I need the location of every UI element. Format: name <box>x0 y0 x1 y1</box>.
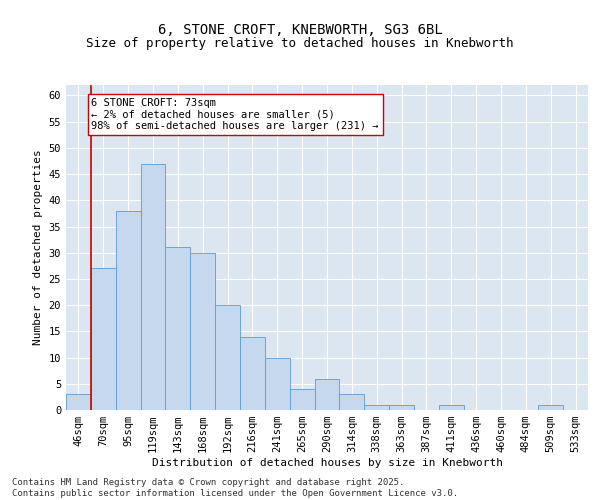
Text: Contains HM Land Registry data © Crown copyright and database right 2025.
Contai: Contains HM Land Registry data © Crown c… <box>12 478 458 498</box>
Bar <box>240 336 265 410</box>
Bar <box>538 405 563 410</box>
Bar <box>340 394 364 410</box>
Bar <box>166 248 190 410</box>
Bar <box>439 405 464 410</box>
Text: 6, STONE CROFT, KNEBWORTH, SG3 6BL: 6, STONE CROFT, KNEBWORTH, SG3 6BL <box>158 22 442 36</box>
Bar <box>116 211 140 410</box>
Text: 6 STONE CROFT: 73sqm
← 2% of detached houses are smaller (5)
98% of semi-detache: 6 STONE CROFT: 73sqm ← 2% of detached ho… <box>91 98 379 132</box>
Bar <box>91 268 116 410</box>
X-axis label: Distribution of detached houses by size in Knebworth: Distribution of detached houses by size … <box>151 458 503 468</box>
Bar <box>290 389 314 410</box>
Bar <box>215 305 240 410</box>
Bar <box>364 405 389 410</box>
Text: Size of property relative to detached houses in Knebworth: Size of property relative to detached ho… <box>86 38 514 51</box>
Bar <box>190 252 215 410</box>
Y-axis label: Number of detached properties: Number of detached properties <box>33 150 43 346</box>
Bar <box>140 164 166 410</box>
Bar <box>389 405 414 410</box>
Bar <box>66 394 91 410</box>
Bar <box>314 378 340 410</box>
Bar <box>265 358 290 410</box>
